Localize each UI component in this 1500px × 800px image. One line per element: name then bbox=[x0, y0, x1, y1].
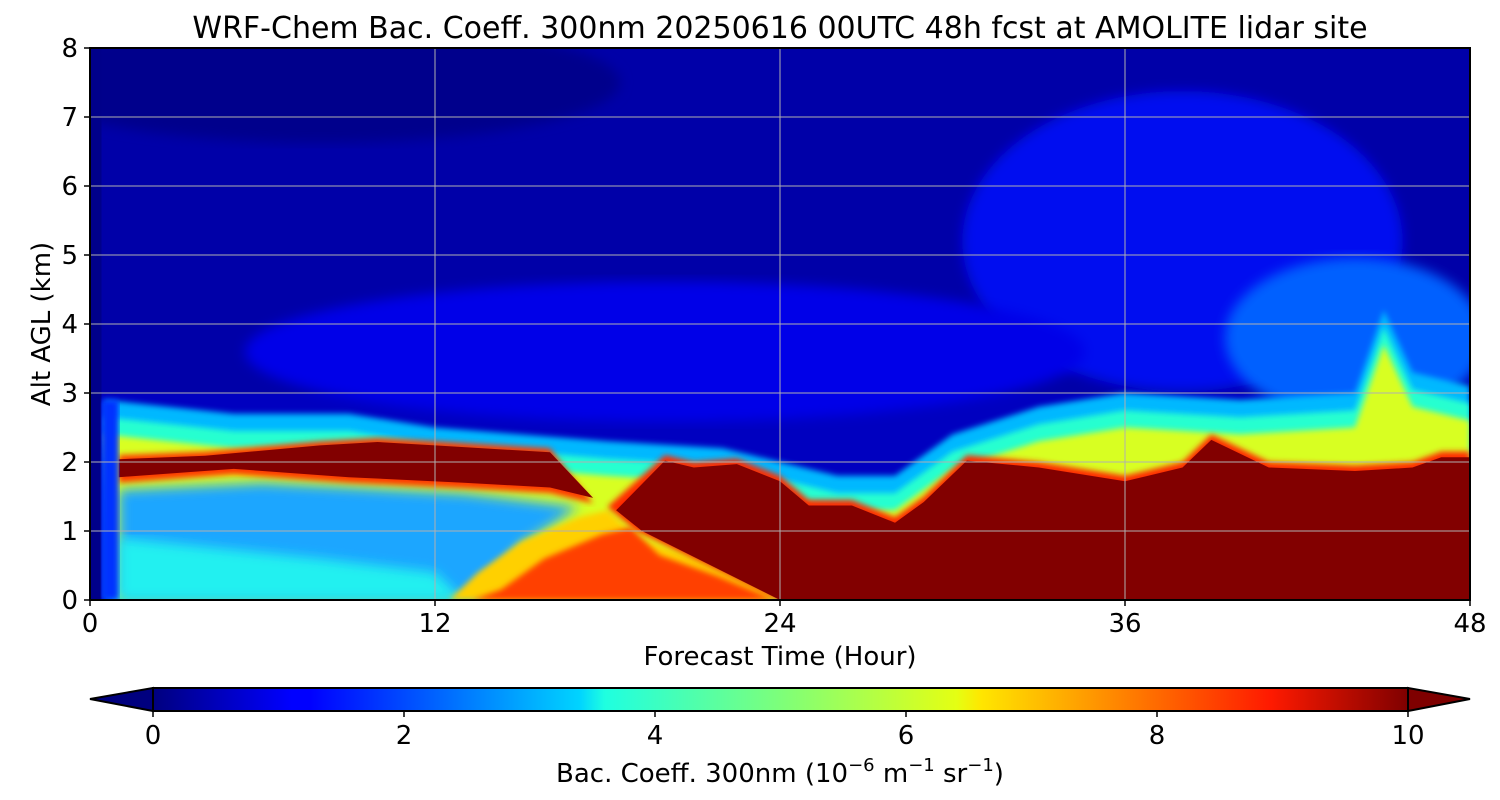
chart-title: WRF-Chem Bac. Coeff. 300nm 20250616 00UT… bbox=[192, 11, 1367, 46]
y-tick-label: 1 bbox=[61, 517, 78, 547]
colorbar-tick-label: 8 bbox=[1149, 721, 1166, 751]
y-axis-label: Alt AGL (km) bbox=[27, 242, 57, 406]
y-tick-label: 6 bbox=[61, 172, 78, 202]
y-tick-label: 8 bbox=[61, 34, 78, 64]
x-tick-label: 48 bbox=[1453, 609, 1486, 639]
colorbar-extend-high bbox=[1407, 686, 1471, 713]
x-tick-label: 36 bbox=[1108, 609, 1141, 639]
y-tick-label: 3 bbox=[61, 379, 78, 409]
colorbar-tick-label: 0 bbox=[145, 721, 162, 751]
colorbar-label: Bac. Coeff. 300nm (10−6 m−1 sr−1) bbox=[556, 755, 1004, 789]
colorbar-body bbox=[152, 687, 1409, 712]
x-axis-label: Forecast Time (Hour) bbox=[643, 642, 916, 672]
y-tick-label: 4 bbox=[61, 310, 78, 340]
upper-air-blob bbox=[245, 281, 1085, 422]
colorbar-tick-label: 6 bbox=[898, 721, 915, 751]
elevated-layer bbox=[118, 442, 594, 498]
surface-plume-core bbox=[472, 527, 803, 600]
upper-air-blob bbox=[90, 48, 620, 143]
x-tick-label: 0 bbox=[82, 609, 99, 639]
y-tick-label: 7 bbox=[61, 103, 78, 133]
x-axis: 0 12 24 36 48 bbox=[82, 600, 1487, 639]
initial-column-edge bbox=[101, 399, 119, 600]
colorbar-ticks: 0 2 4 6 8 10 bbox=[145, 711, 1425, 751]
heatmap-field bbox=[90, 48, 1470, 600]
dense-layer bbox=[616, 439, 1470, 600]
colorbar: 0 2 4 6 8 10 Bac. Coeff. 300nm (10−6 m−1 sr−1… bbox=[89, 686, 1471, 789]
colorbar-extend-low bbox=[89, 686, 154, 713]
colorbar-tick-label: 2 bbox=[396, 721, 413, 751]
y-tick-label: 0 bbox=[61, 586, 78, 616]
y-tick-label: 2 bbox=[61, 448, 78, 478]
x-tick-label: 12 bbox=[418, 609, 451, 639]
colorbar-tick-label: 4 bbox=[647, 721, 664, 751]
lower-layer-surface bbox=[118, 537, 464, 600]
y-tick-label: 5 bbox=[61, 241, 78, 271]
colorbar-tick-label: 10 bbox=[1391, 721, 1424, 751]
y-axis: 0 1 2 3 4 5 6 7 8 bbox=[61, 34, 90, 616]
x-tick-label: 24 bbox=[763, 609, 796, 639]
